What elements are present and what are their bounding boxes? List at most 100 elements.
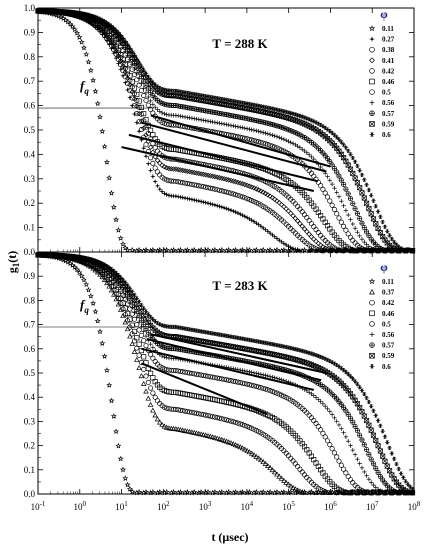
panel-0-point bbox=[242, 181, 248, 188]
panel-1-point bbox=[260, 372, 266, 378]
panel-0-point bbox=[201, 199, 206, 205]
x-axis-title: t (μsec) bbox=[211, 530, 248, 544]
panel-0-point bbox=[274, 236, 280, 241]
panel-0-point bbox=[315, 230, 321, 236]
panel-0-point bbox=[148, 168, 153, 173]
panel-1-point bbox=[332, 415, 337, 421]
panel-0-point bbox=[117, 235, 124, 241]
panel-1-point bbox=[313, 420, 319, 427]
panel-1-point bbox=[347, 477, 354, 483]
panel-0-point bbox=[286, 139, 291, 144]
panel-0-point bbox=[299, 209, 305, 215]
panel-1-legend-marker-0.57 bbox=[369, 342, 375, 348]
panel-0-legend-label-0.41: 0.41 bbox=[382, 57, 395, 65]
x-tick-label-8: 108 bbox=[408, 500, 421, 512]
panel-0-point bbox=[120, 241, 126, 247]
panel-0-point bbox=[371, 247, 376, 252]
panel-1-point bbox=[339, 426, 344, 431]
panel-0-point bbox=[134, 77, 140, 83]
panel-0-point bbox=[157, 109, 162, 114]
panel-0-point bbox=[235, 192, 241, 198]
panel-0-point bbox=[233, 192, 239, 198]
panel-0-point bbox=[159, 189, 165, 194]
panel-0-point bbox=[350, 201, 356, 207]
panel-0-point bbox=[359, 172, 365, 178]
panel-0-point bbox=[208, 201, 213, 206]
panel-0-point bbox=[366, 206, 372, 212]
panel-0-point bbox=[131, 103, 138, 109]
panel-1-point bbox=[150, 355, 156, 361]
panel-0-point bbox=[300, 147, 305, 152]
panel-0-point bbox=[364, 200, 370, 206]
panel-0-point bbox=[127, 73, 133, 79]
panel-0-point bbox=[357, 215, 363, 222]
panel-0-point bbox=[200, 184, 206, 190]
panel-0-point bbox=[256, 222, 261, 227]
panel-0-point bbox=[368, 246, 374, 251]
panel-0-point bbox=[124, 247, 131, 253]
panel-0-point bbox=[136, 110, 142, 117]
panel-0-point bbox=[341, 182, 347, 188]
panel-1-point bbox=[117, 455, 124, 462]
panel-0-legend-label-0.38: 0.38 bbox=[382, 46, 395, 54]
panel-0-point bbox=[318, 183, 324, 189]
panel-0-point bbox=[180, 114, 185, 119]
panel-0-point bbox=[156, 246, 163, 253]
panel-0-point bbox=[189, 181, 195, 187]
panel-0-point bbox=[233, 209, 238, 215]
panel-0-point bbox=[258, 224, 264, 229]
panel-1-ytick-label-6: 0.6 bbox=[24, 344, 36, 354]
panel-0-legend-marker-0.38 bbox=[369, 46, 375, 53]
panel-0-point bbox=[217, 204, 222, 209]
panel-1-point bbox=[127, 306, 133, 312]
panel-1-point bbox=[350, 419, 356, 425]
panel-0-point bbox=[272, 234, 277, 239]
panel-1-point bbox=[143, 388, 149, 394]
panel-0-point bbox=[148, 98, 153, 104]
panel-1-point bbox=[352, 423, 358, 429]
panel-1-point bbox=[290, 458, 296, 464]
panel-0-point bbox=[215, 120, 220, 126]
panel-1-point bbox=[154, 398, 161, 404]
panel-0-point bbox=[281, 137, 287, 142]
panel-1-point bbox=[301, 472, 308, 478]
panel-0-point bbox=[175, 194, 181, 199]
panel-0-point bbox=[244, 136, 250, 142]
panel-1-point bbox=[143, 343, 149, 349]
panel-0-point bbox=[375, 225, 381, 231]
panel-1-point bbox=[152, 412, 158, 418]
panel-0-point bbox=[210, 202, 215, 207]
panel-0-point bbox=[361, 225, 367, 231]
panel-0-point bbox=[343, 208, 349, 213]
panel-1-point bbox=[336, 458, 342, 464]
panel-0-point bbox=[218, 246, 225, 253]
panel-0-point bbox=[277, 135, 282, 140]
panel-0-point bbox=[201, 118, 206, 123]
panel-0-point bbox=[322, 190, 328, 196]
panel-0-point bbox=[311, 156, 316, 162]
panel-0-point bbox=[320, 186, 326, 192]
panel-0-point bbox=[161, 120, 167, 127]
panel-0-point bbox=[90, 77, 97, 83]
panel-0-point bbox=[265, 142, 271, 148]
panel-0-point bbox=[187, 115, 192, 121]
x-tick-label-2: 102 bbox=[157, 500, 170, 512]
panel-1-point bbox=[134, 322, 140, 328]
panel-1-point bbox=[113, 428, 120, 435]
panel-1-point bbox=[370, 461, 377, 467]
panel-0-point bbox=[302, 148, 307, 154]
panel-0-point bbox=[287, 246, 294, 253]
panel-0-point bbox=[334, 169, 340, 175]
panel-0-point bbox=[154, 169, 161, 175]
panel-0-point bbox=[318, 232, 324, 238]
x-tick-label-5: 105 bbox=[282, 500, 295, 512]
panel-0-point bbox=[253, 246, 260, 253]
panel-1-ytick-label-3: 0.3 bbox=[24, 416, 36, 426]
panel-0-legend-marker-0.57 bbox=[369, 110, 375, 117]
panel-0-point bbox=[170, 166, 177, 172]
panel-0-point bbox=[150, 160, 156, 166]
panel-0-point bbox=[154, 148, 161, 154]
panel-1-point bbox=[141, 366, 147, 372]
panel-0-point bbox=[141, 93, 147, 99]
panel-0-point bbox=[331, 206, 337, 212]
